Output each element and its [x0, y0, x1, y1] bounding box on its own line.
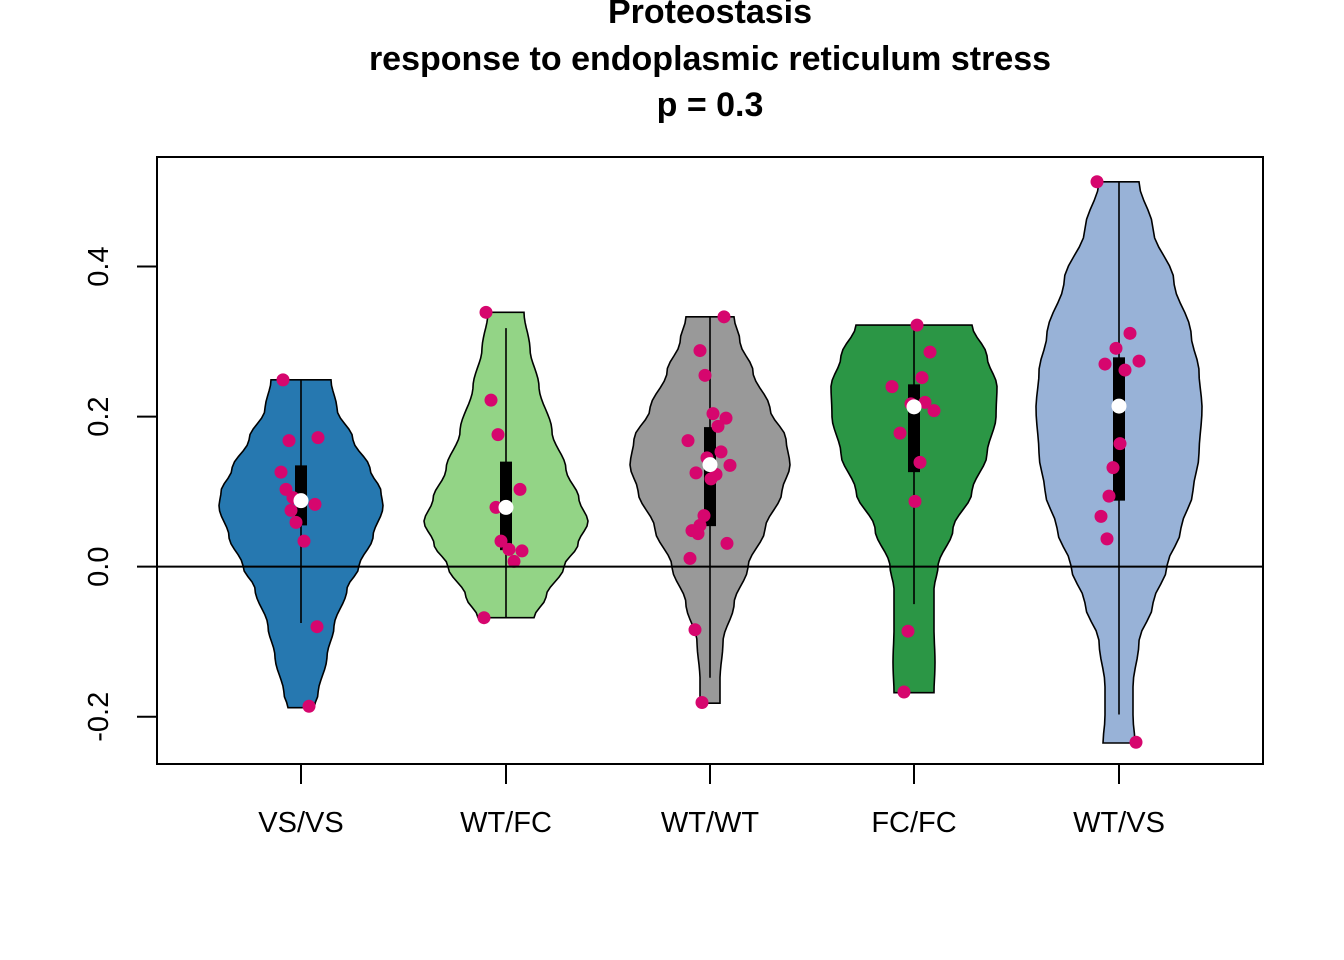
y-tick-label: -0.2 [83, 692, 115, 742]
data-point [695, 695, 709, 709]
data-point [885, 380, 899, 394]
data-point [691, 527, 705, 541]
data-point [910, 318, 924, 332]
data-point [893, 426, 907, 440]
data-point [1132, 354, 1146, 368]
data-point [274, 465, 288, 479]
data-point [915, 371, 929, 385]
data-point [1100, 532, 1114, 546]
data-point [711, 419, 725, 433]
boxes-layer [295, 181, 1125, 715]
data-point [1129, 735, 1143, 749]
data-point [502, 542, 516, 556]
data-point [908, 494, 922, 508]
median-marker [1111, 398, 1127, 414]
data-point [1118, 363, 1132, 377]
x-tick-label: FC/FC [871, 807, 956, 839]
data-point [693, 344, 707, 358]
data-point [1113, 437, 1127, 451]
data-point [302, 699, 316, 713]
data-point [717, 310, 731, 324]
data-point [284, 503, 298, 517]
data-point [697, 509, 711, 523]
data-point [477, 611, 491, 625]
data-point [276, 373, 290, 387]
data-point [1109, 341, 1123, 355]
data-point [494, 534, 508, 548]
data-point [688, 623, 702, 637]
data-point [308, 497, 322, 511]
data-point [723, 458, 737, 472]
chart-annotation: p = 0.3 [656, 86, 764, 124]
axes-layer: VS/VS WT/FC WT/WT FC/FC WT/VS -0.2 0.0 0.2 0.4 [83, 246, 1165, 839]
data-point [897, 685, 911, 699]
data-point [479, 305, 493, 319]
iqr-box [1113, 357, 1125, 501]
data-point [282, 434, 296, 448]
x-tick-label: WT/FC [460, 807, 552, 839]
data-point [698, 368, 712, 382]
data-point [720, 536, 734, 550]
data-point [714, 445, 728, 459]
y-tick-label: 0.0 [83, 547, 115, 587]
data-point [1102, 489, 1116, 503]
data-point [719, 411, 733, 425]
x-tick-label: VS/VS [258, 807, 343, 839]
data-point [311, 431, 325, 445]
median-marker [498, 499, 514, 515]
points-layer [274, 175, 1146, 749]
data-point [491, 428, 505, 442]
data-point [297, 534, 311, 548]
data-point [507, 554, 521, 568]
data-point [918, 395, 932, 409]
data-point [689, 466, 703, 480]
data-point [1106, 461, 1120, 475]
data-point [1123, 326, 1137, 340]
data-point [681, 434, 695, 448]
data-point [1098, 357, 1112, 371]
data-point [683, 551, 697, 565]
data-point [704, 472, 718, 486]
chart-subtitle: response to endoplasmic reticulum stress [368, 40, 1052, 78]
y-tick-label: 0.2 [83, 396, 115, 436]
median-marker [702, 457, 718, 473]
x-tick-label: WT/VS [1073, 807, 1165, 839]
data-point [289, 515, 303, 529]
data-point [927, 404, 941, 418]
data-point [1090, 175, 1104, 189]
data-point [706, 407, 720, 421]
data-point [310, 620, 324, 634]
data-point [901, 624, 915, 638]
data-point [513, 482, 527, 496]
x-tick-label: WT/WT [661, 807, 760, 839]
chart-title: Proteostasis [607, 0, 813, 31]
data-point [515, 544, 529, 558]
y-tick-label: 0.4 [83, 246, 115, 286]
median-marker [293, 493, 309, 509]
data-point [913, 455, 927, 469]
data-point [1094, 509, 1108, 523]
data-point [484, 393, 498, 407]
data-point [923, 345, 937, 359]
median-marker [906, 399, 922, 415]
